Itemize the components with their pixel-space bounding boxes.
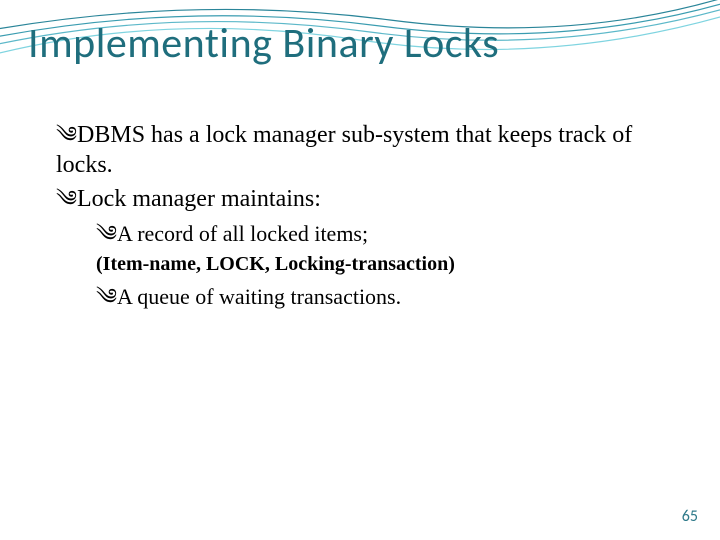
bullet-icon: ༄: [96, 283, 117, 312]
bullet-text: A queue of waiting transactions.: [117, 284, 401, 309]
bullet-level1: ༄DBMS has a lock manager sub-system that…: [28, 120, 680, 180]
bullet-icon: ༄: [56, 185, 77, 213]
bullet-level2: ༄A record of all locked items;: [28, 220, 680, 249]
slide-content: ༄DBMS has a lock manager sub-system that…: [28, 120, 680, 313]
bullet-level1: ༄Lock manager maintains:: [28, 184, 680, 214]
bullet-level2: ༄A queue of waiting transactions.: [28, 283, 680, 312]
bullet-text: Lock manager maintains:: [77, 186, 321, 212]
slide-title: Implementing Binary Locks: [28, 18, 499, 69]
bullet-subline: (Item-name, LOCK, Locking-transaction): [28, 251, 680, 277]
bullet-text: A record of all locked items;: [117, 221, 368, 246]
bullet-icon: ༄: [56, 121, 77, 149]
bullet-text: DBMS has a lock manager sub-system that …: [56, 122, 632, 178]
bullet-icon: ༄: [96, 220, 117, 249]
page-number: 65: [682, 507, 698, 526]
